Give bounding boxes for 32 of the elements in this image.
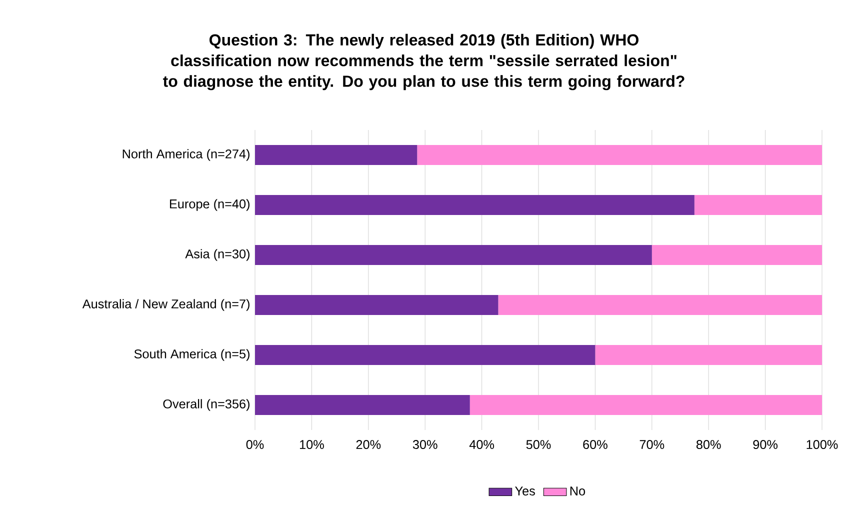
bar bbox=[255, 195, 694, 216]
bar bbox=[694, 195, 822, 216]
x-tick-label: 20% bbox=[356, 440, 381, 450]
x-tick-label: 90% bbox=[753, 440, 778, 450]
y-tick-label: Asia (n=30) bbox=[185, 249, 250, 261]
x-tick-label: 40% bbox=[469, 440, 494, 450]
y-tick-label: Overall (n=356) bbox=[163, 399, 250, 411]
y-tick-label: Europe (n=40) bbox=[170, 199, 250, 211]
x-tick-label: 0% bbox=[246, 440, 264, 450]
x-tick-label: 30% bbox=[412, 440, 438, 450]
bar bbox=[417, 145, 822, 166]
bar bbox=[255, 345, 596, 366]
x-tick-label: 50% bbox=[526, 440, 551, 450]
bar bbox=[255, 245, 652, 266]
bar bbox=[498, 295, 822, 316]
y-tick-label: South America (n=5) bbox=[134, 349, 250, 361]
bar bbox=[470, 395, 822, 416]
bar bbox=[595, 345, 822, 366]
bar bbox=[255, 395, 470, 416]
y-tick-label: North America (n=274) bbox=[122, 149, 250, 161]
bar bbox=[255, 145, 418, 166]
x-tick-label: 100% bbox=[806, 440, 838, 450]
x-tick-label: 60% bbox=[583, 440, 608, 450]
x-tick-label: 10% bbox=[300, 440, 324, 450]
x-tick-label: 80% bbox=[696, 440, 721, 450]
bar bbox=[255, 295, 498, 316]
legend-label: Yes bbox=[515, 486, 535, 496]
bar bbox=[652, 245, 822, 266]
chart-title: Question 3: The newly released 2019 (5th Edition) WHO classification now recommends the term "sessile serrated lesion" to diagnose the entity. Do you plan to use this term going forward? bbox=[163, 34, 684, 90]
y-tick-label: Australia / New Zealand (n=7) bbox=[82, 299, 250, 311]
x-tick-label: 70% bbox=[640, 440, 664, 450]
legend-label: No bbox=[570, 486, 586, 496]
